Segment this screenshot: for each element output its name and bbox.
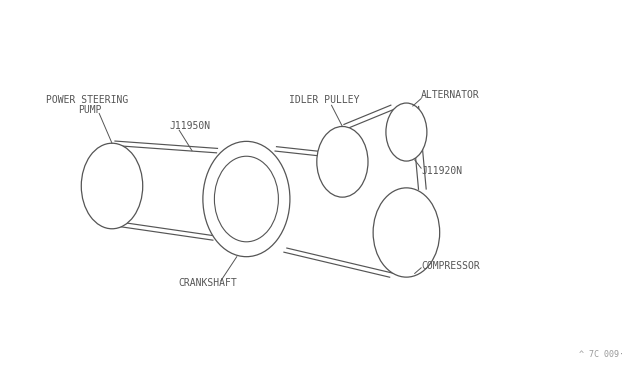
Text: PUMP: PUMP [78, 105, 102, 115]
Ellipse shape [214, 156, 278, 242]
Text: ALTERNATOR: ALTERNATOR [421, 90, 480, 100]
Text: J11920N: J11920N [421, 166, 462, 176]
Text: POWER STEERING: POWER STEERING [46, 95, 129, 105]
Text: IDLER PULLEY: IDLER PULLEY [289, 96, 360, 105]
Text: COMPRESSOR: COMPRESSOR [421, 261, 480, 271]
Text: CRANKSHAFT: CRANKSHAFT [178, 279, 237, 288]
Ellipse shape [203, 141, 290, 257]
Ellipse shape [81, 143, 143, 229]
Text: J11950N: J11950N [170, 121, 211, 131]
Ellipse shape [386, 103, 427, 161]
Text: ^ 7C 009·: ^ 7C 009· [579, 350, 624, 359]
Ellipse shape [317, 126, 368, 197]
Ellipse shape [373, 188, 440, 277]
